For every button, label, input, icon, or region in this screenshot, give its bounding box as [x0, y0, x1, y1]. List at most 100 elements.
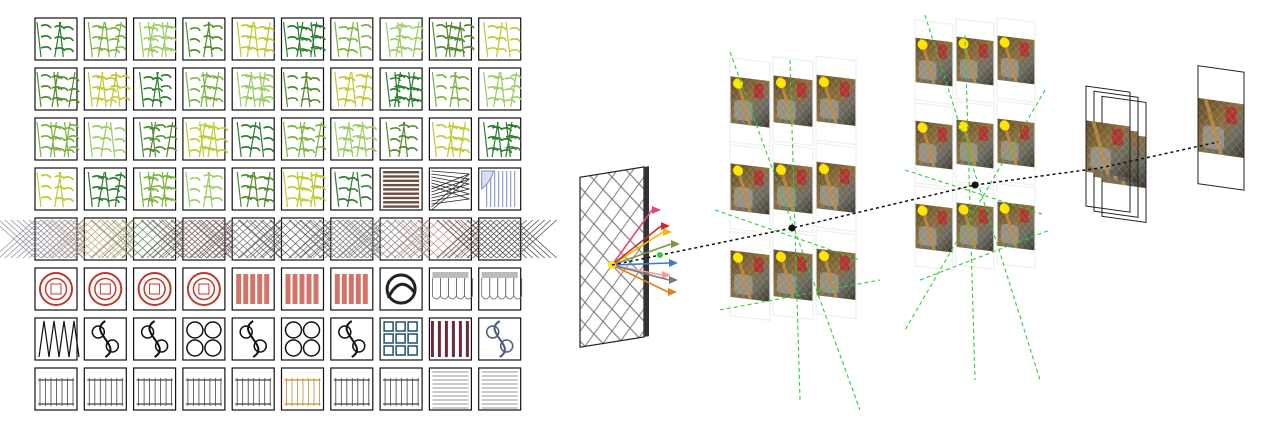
projection-grid-1: [729, 55, 857, 322]
photo-tile-border: [815, 142, 857, 233]
pattern-thumbnail: [231, 67, 275, 111]
thumbnail-frame: [182, 317, 226, 361]
ray-arrowhead: [669, 259, 678, 267]
pattern-thumbnail: [182, 267, 226, 311]
projection-ray: [611, 231, 664, 266]
keypoint-marker: [776, 251, 786, 262]
pattern-thumbnail: [133, 67, 177, 111]
photo-tile: [914, 102, 954, 189]
stacked-layer-image: [1086, 120, 1130, 177]
pattern-thumbnail: [133, 17, 177, 61]
pattern-thumbnail: [428, 17, 475, 61]
photo-tile: [996, 16, 1036, 103]
connector-node: [971, 181, 979, 189]
photo-tile: [772, 56, 814, 147]
final-output-panel: [1197, 65, 1245, 191]
photo-tile: [729, 230, 771, 322]
pattern-thumbnail: [478, 317, 522, 361]
keypoint-marker: [999, 120, 1010, 131]
pattern-thumbnail: [133, 167, 177, 211]
guide-line: [789, 59, 801, 401]
thumbnail-frame: [379, 367, 423, 411]
pattern-thumbnail: [379, 117, 423, 161]
pattern-thumbnail: [83, 317, 127, 361]
pattern-thumbnail: [428, 117, 472, 161]
keypoint-marker: [776, 164, 786, 175]
pattern-thumbnail: [34, 367, 78, 411]
pattern-thumbnail: [478, 67, 522, 111]
pattern-thumbnail: [379, 167, 423, 211]
pattern-thumbnail: [231, 367, 275, 411]
keypoint-marker: [958, 38, 969, 49]
source-fence-panel: [579, 166, 649, 348]
thumbnail-frame: [133, 367, 177, 411]
pattern-thumbnail: [34, 317, 80, 361]
pattern-thumbnail: [330, 67, 374, 111]
pattern-thumbnail: [182, 17, 226, 61]
pattern-thumbnail: [379, 267, 423, 311]
pattern-thumbnail: [133, 367, 177, 411]
ray-arrowhead: [669, 276, 678, 284]
pattern-thumbnail: [182, 367, 226, 411]
photo-tile: [996, 99, 1036, 186]
pattern-thumbnail: [83, 117, 127, 161]
pattern-thumbnail: [280, 317, 325, 361]
pattern-thumbnail: [182, 117, 229, 161]
thumbnail-frame: [83, 367, 127, 411]
projection-ray: [611, 264, 670, 281]
guide-line: [714, 209, 861, 261]
pattern-thumbnail: [34, 267, 78, 311]
pattern-thumbnail: [379, 67, 424, 111]
photo-tile: [729, 143, 771, 235]
pattern-thumbnail: [330, 167, 374, 211]
projection-ray: [611, 262, 670, 266]
guide-line: [924, 14, 1041, 381]
thumbnail-frame: [133, 217, 177, 261]
guide-line: [719, 279, 881, 311]
pattern-thumbnail: [478, 117, 522, 161]
photo-tile: [955, 184, 995, 270]
ray-arrowhead: [671, 240, 680, 248]
photo-tile: [772, 143, 814, 234]
photo-tile: [815, 55, 857, 146]
photo-tile: [996, 182, 1036, 269]
thumbnail-frame: [280, 217, 325, 261]
pattern-thumbnail: [189, 217, 313, 261]
photo-tile-border: [729, 143, 771, 235]
photo-tile: [772, 230, 814, 321]
thumbnail-frame: [133, 267, 177, 311]
pattern-thumbnail: [330, 317, 374, 361]
projection-grid-2: [914, 16, 1036, 272]
photo-tile: [815, 229, 857, 320]
pattern-thumbnail: [330, 17, 374, 61]
photo-tile-border: [996, 16, 1036, 103]
projection-pipeline-diagram: [579, 14, 1245, 411]
pattern-thumbnail: [428, 367, 472, 411]
photo-tile: [815, 142, 857, 233]
pattern-thumbnail: [34, 17, 78, 61]
photo-tile-border: [815, 55, 857, 146]
projection-ray: [611, 225, 662, 266]
ray-arrowhead: [661, 222, 670, 230]
thumbnail-frame: [231, 367, 275, 411]
thumbnail-frame: [182, 267, 226, 311]
guide-line: [964, 34, 976, 381]
projection-ray: [611, 209, 653, 266]
guide-line: [919, 229, 1051, 281]
photo-tile-border: [729, 230, 771, 322]
pattern-thumbnail: [280, 67, 325, 111]
thumbnail-frame: [428, 317, 472, 361]
photo-tile-border: [996, 182, 1036, 269]
pattern-thumbnail-grid: [0, 17, 557, 411]
pattern-thumbnail: [428, 317, 472, 361]
pattern-thumbnail: [428, 267, 473, 311]
pattern-thumbnail: [330, 117, 378, 161]
pattern-thumbnail: [133, 267, 177, 311]
pattern-thumbnail: [182, 167, 226, 211]
photo-tile: [955, 101, 995, 187]
photo-tile-border: [996, 99, 1036, 186]
final-output-border: [1197, 65, 1245, 191]
photo-tile-border: [772, 230, 814, 321]
projection-ray: [611, 264, 669, 293]
